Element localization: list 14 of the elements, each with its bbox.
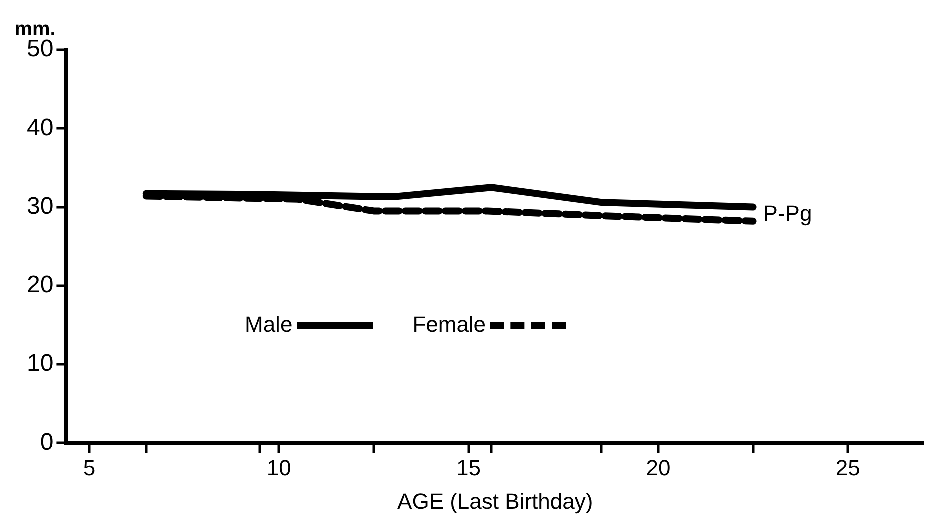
x-axis-title: AGE (Last Birthday)	[398, 488, 594, 514]
x-tick-label: 25	[836, 455, 860, 480]
y-tick-label: 0	[40, 428, 54, 456]
x-tick-label: 5	[83, 455, 96, 480]
legend-label: Female	[412, 312, 486, 338]
x-tick-label: 10	[266, 455, 292, 480]
x-tick-label: 20	[646, 455, 671, 480]
y-tick-label: 10	[26, 350, 54, 378]
x-tick-label: 15	[456, 455, 482, 480]
y-tick-label: 20	[26, 272, 54, 299]
y-tick-label: 30	[26, 192, 54, 220]
y-tick-label: 40	[26, 114, 54, 142]
legend-label: Male	[245, 312, 293, 338]
annotation: P-Pg	[763, 201, 812, 226]
